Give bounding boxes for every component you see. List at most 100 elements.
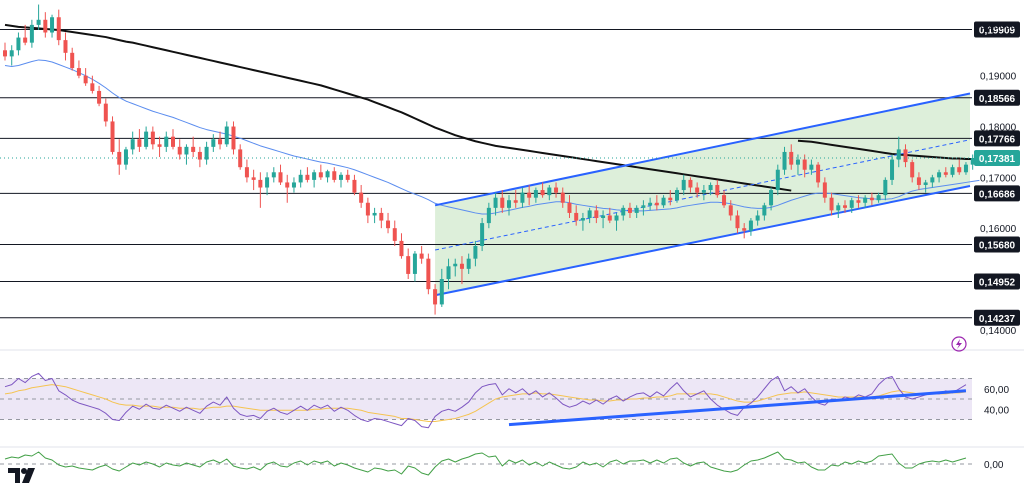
candle: [419, 245, 424, 264]
candle-body: [547, 187, 552, 196]
candle: [903, 144, 908, 168]
oscillator-line: [4, 451, 967, 476]
tradingview-logo-icon: [8, 468, 35, 483]
candle: [493, 192, 498, 216]
channel-upper-line: [434, 92, 971, 207]
candle: [433, 284, 438, 315]
candle-body: [513, 200, 518, 203]
candle: [123, 146, 128, 170]
candle: [513, 190, 518, 208]
candle-body: [345, 174, 350, 180]
candle-body: [171, 136, 175, 147]
candle-body: [903, 149, 908, 163]
candle-body: [695, 187, 700, 193]
level-label: 0,18566: [979, 94, 1016, 105]
candle: [722, 190, 727, 208]
candle-body: [103, 103, 108, 122]
candle-body: [816, 164, 821, 183]
level-badge: [974, 21, 1020, 38]
candle: [540, 182, 545, 198]
candle-body: [580, 218, 585, 221]
candle-body: [675, 190, 679, 201]
candle-body: [271, 172, 276, 178]
candle-body: [70, 52, 75, 69]
candle: [177, 139, 182, 160]
price-tick-label: 0,20000: [980, 21, 1017, 32]
candle-body: [466, 258, 471, 269]
candle-body: [950, 167, 955, 175]
bolt-icon-glyph: [956, 339, 962, 349]
candle-body: [748, 220, 753, 231]
candle: [789, 144, 794, 170]
candle: [339, 172, 343, 188]
level-badge: [974, 130, 1020, 147]
candle: [50, 14, 55, 38]
candle: [251, 169, 256, 191]
candle: [171, 129, 175, 150]
level-badge: [974, 273, 1020, 290]
candle: [318, 164, 323, 180]
candle: [3, 42, 7, 61]
candle-body: [426, 258, 431, 290]
rsi-tick-label: 60,00: [984, 385, 1009, 396]
candle-body: [339, 174, 343, 180]
candle-body: [795, 159, 800, 165]
candle-body: [836, 205, 841, 211]
candle: [533, 187, 538, 203]
candle-body: [923, 182, 928, 185]
candle-body: [742, 228, 747, 231]
candle-body: [251, 177, 256, 180]
candle: [648, 197, 653, 211]
candle: [466, 253, 471, 274]
price-tick-label: 0,19000: [980, 72, 1017, 83]
candle-body: [937, 172, 942, 178]
bolt-icon-ring: [951, 336, 967, 352]
candle: [9, 45, 14, 66]
rsi-line: [4, 372, 967, 429]
candle-body: [627, 207, 632, 213]
rsi-signal-line: [4, 384, 967, 423]
candle: [43, 12, 48, 38]
candle-body: [224, 126, 229, 145]
candle-body: [231, 126, 236, 150]
candle-body: [520, 192, 525, 203]
ma-slow-line: [797, 139, 980, 161]
candle: [681, 174, 686, 196]
level-label: 0,16686: [979, 189, 1016, 200]
candle: [265, 172, 270, 196]
level-label: 0,15680: [979, 240, 1016, 251]
candle: [345, 169, 350, 183]
candle-body: [352, 179, 357, 193]
candle-body: [43, 19, 48, 33]
price-tick-label: 0,14000: [980, 326, 1017, 337]
candle: [83, 68, 88, 86]
candle-body: [473, 245, 478, 259]
candle: [849, 197, 854, 213]
candle: [76, 60, 81, 79]
candle: [446, 258, 451, 290]
candle-body: [896, 149, 901, 160]
candle: [211, 134, 216, 152]
candle: [755, 210, 760, 226]
candle: [527, 184, 532, 206]
candle-body: [755, 215, 760, 221]
candle: [775, 164, 780, 196]
candle: [957, 159, 962, 175]
candle-body: [419, 253, 424, 259]
level-badge: [974, 89, 1020, 106]
candle-body: [359, 192, 364, 203]
candle-body: [809, 164, 814, 170]
candle-body: [218, 139, 223, 145]
candle-body: [197, 151, 202, 160]
candle: [695, 182, 700, 198]
candle-body: [399, 240, 404, 257]
candle: [157, 136, 162, 158]
candle: [554, 182, 559, 198]
candle-body: [708, 184, 713, 191]
candle-body: [735, 215, 740, 229]
candle: [607, 207, 612, 224]
candle: [641, 200, 646, 216]
candle-body: [869, 197, 874, 201]
